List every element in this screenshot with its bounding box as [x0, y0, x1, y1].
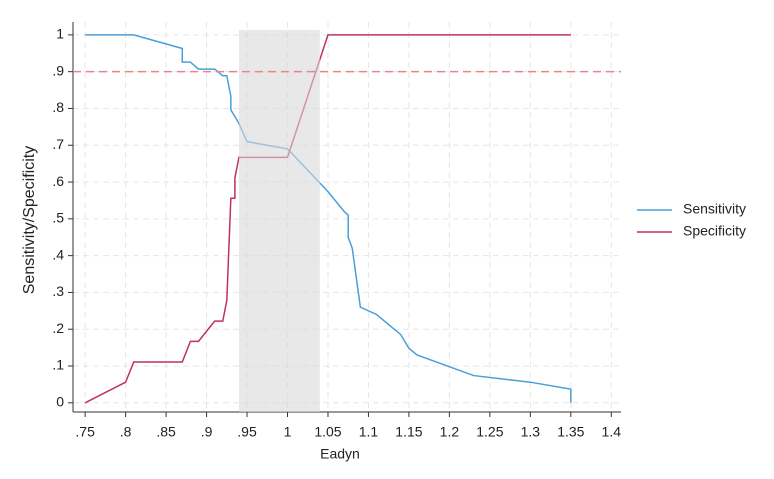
y-tick-label: .9 — [52, 62, 64, 78]
x-tick-label: 1.4 — [602, 424, 622, 440]
y-tick-label: .3 — [52, 283, 64, 299]
x-tick-label: .75 — [75, 424, 95, 440]
y-axis-title: Sensitivity/Specificity — [21, 146, 38, 295]
y-tick-label: .1 — [52, 357, 64, 373]
x-tick-label: 1.35 — [557, 424, 584, 440]
x-tick-label: .95 — [237, 424, 257, 440]
y-tick-label: .5 — [52, 210, 64, 226]
y-tick-label: 0 — [56, 394, 64, 410]
x-tick-label: .85 — [156, 424, 176, 440]
x-tick-label: .9 — [201, 424, 213, 440]
shaded-region — [238, 30, 320, 412]
y-tick-label: .6 — [52, 173, 64, 189]
legend-label: Specificity — [683, 223, 746, 239]
x-tick-label: 1.25 — [476, 424, 503, 440]
x-tick-label: 1.15 — [395, 424, 422, 440]
x-tick-label: 1 — [284, 424, 292, 440]
y-tick-label: .8 — [52, 99, 64, 115]
legend-label: Sensitivity — [683, 201, 746, 217]
x-tick-label: .8 — [120, 424, 132, 440]
x-tick-label: 1.2 — [440, 424, 460, 440]
y-tick-label: .2 — [52, 320, 64, 336]
y-tick-label: 1 — [56, 26, 64, 42]
x-tick-label: 1.1 — [359, 424, 379, 440]
y-tick-label: .7 — [52, 136, 64, 152]
x-axis-title: Eadyn — [320, 446, 360, 462]
x-tick-label: 1.05 — [314, 424, 341, 440]
y-tick-label: .4 — [52, 246, 64, 262]
x-tick-label: 1.3 — [521, 424, 541, 440]
